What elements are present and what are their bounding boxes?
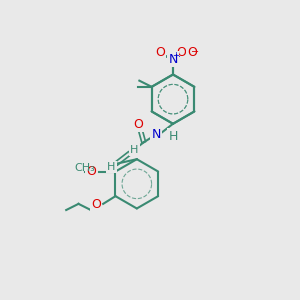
Text: O: O bbox=[134, 118, 143, 131]
Text: +: + bbox=[173, 52, 180, 61]
Text: N: N bbox=[168, 52, 178, 66]
Text: N: N bbox=[151, 128, 161, 141]
Text: CH₃: CH₃ bbox=[74, 164, 95, 173]
Text: O: O bbox=[176, 46, 186, 59]
Text: N: N bbox=[168, 52, 178, 66]
Text: O: O bbox=[155, 46, 165, 59]
Text: O: O bbox=[86, 165, 96, 178]
Text: O: O bbox=[187, 46, 197, 59]
Text: O: O bbox=[91, 198, 101, 211]
Text: −: − bbox=[190, 47, 199, 57]
Text: H: H bbox=[107, 162, 116, 172]
Text: O: O bbox=[155, 46, 165, 59]
Text: H: H bbox=[168, 130, 178, 142]
Text: −: − bbox=[188, 47, 196, 57]
Text: H: H bbox=[130, 145, 139, 155]
Text: +: + bbox=[172, 51, 179, 60]
